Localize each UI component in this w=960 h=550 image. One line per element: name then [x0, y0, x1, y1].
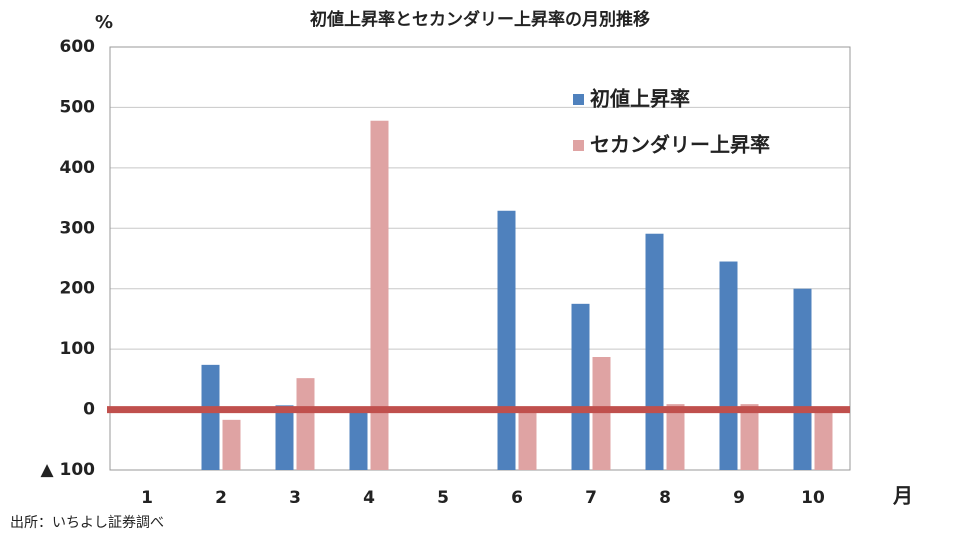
y-tick-label: 300	[60, 218, 96, 238]
bar	[740, 404, 759, 470]
bar	[645, 233, 664, 470]
y-axis-label: %	[95, 12, 113, 33]
x-tick-label: 6	[511, 488, 523, 508]
plot-frame	[109, 46, 851, 471]
bar	[275, 405, 294, 470]
y-tick-label: 0	[83, 400, 95, 420]
x-tick-label: 4	[363, 488, 375, 508]
legend-swatch	[573, 94, 584, 105]
bar	[201, 364, 220, 470]
bar	[814, 407, 833, 470]
x-tick-label: 7	[585, 488, 597, 508]
x-axis-label: 月	[892, 484, 913, 508]
legend-label: セカンダリー上昇率	[590, 133, 770, 157]
x-tick-label: 1	[141, 488, 153, 508]
bar	[518, 411, 537, 470]
bar	[719, 261, 738, 470]
bar	[370, 120, 389, 471]
bar	[349, 411, 368, 470]
x-tick-label: 5	[437, 488, 449, 508]
bar	[793, 288, 812, 470]
y-tick-label: 600	[60, 37, 96, 57]
bar	[666, 404, 685, 470]
bar	[497, 210, 516, 471]
x-tick-label: 8	[659, 488, 671, 508]
bar	[592, 356, 611, 470]
x-tick-label: 3	[289, 488, 301, 508]
y-tick-label: ▲ 100	[41, 460, 96, 480]
bar	[296, 378, 315, 470]
legend-label: 初値上昇率	[590, 87, 690, 111]
y-tick-label: 100	[60, 339, 96, 359]
bar	[571, 303, 590, 470]
x-tick-label: 2	[215, 488, 227, 508]
x-tick-label: 9	[733, 488, 745, 508]
source-note: 出所：いちよし証券調べ	[10, 515, 164, 531]
y-tick-label: 500	[60, 97, 96, 117]
chart-title: 初値上昇率とセカンダリー上昇率の月別推移	[310, 9, 650, 30]
y-tick-label: 400	[60, 158, 96, 178]
x-tick-label: 10	[801, 488, 825, 508]
bar	[222, 419, 241, 470]
legend-swatch	[573, 140, 584, 151]
y-tick-label: 200	[60, 279, 96, 299]
